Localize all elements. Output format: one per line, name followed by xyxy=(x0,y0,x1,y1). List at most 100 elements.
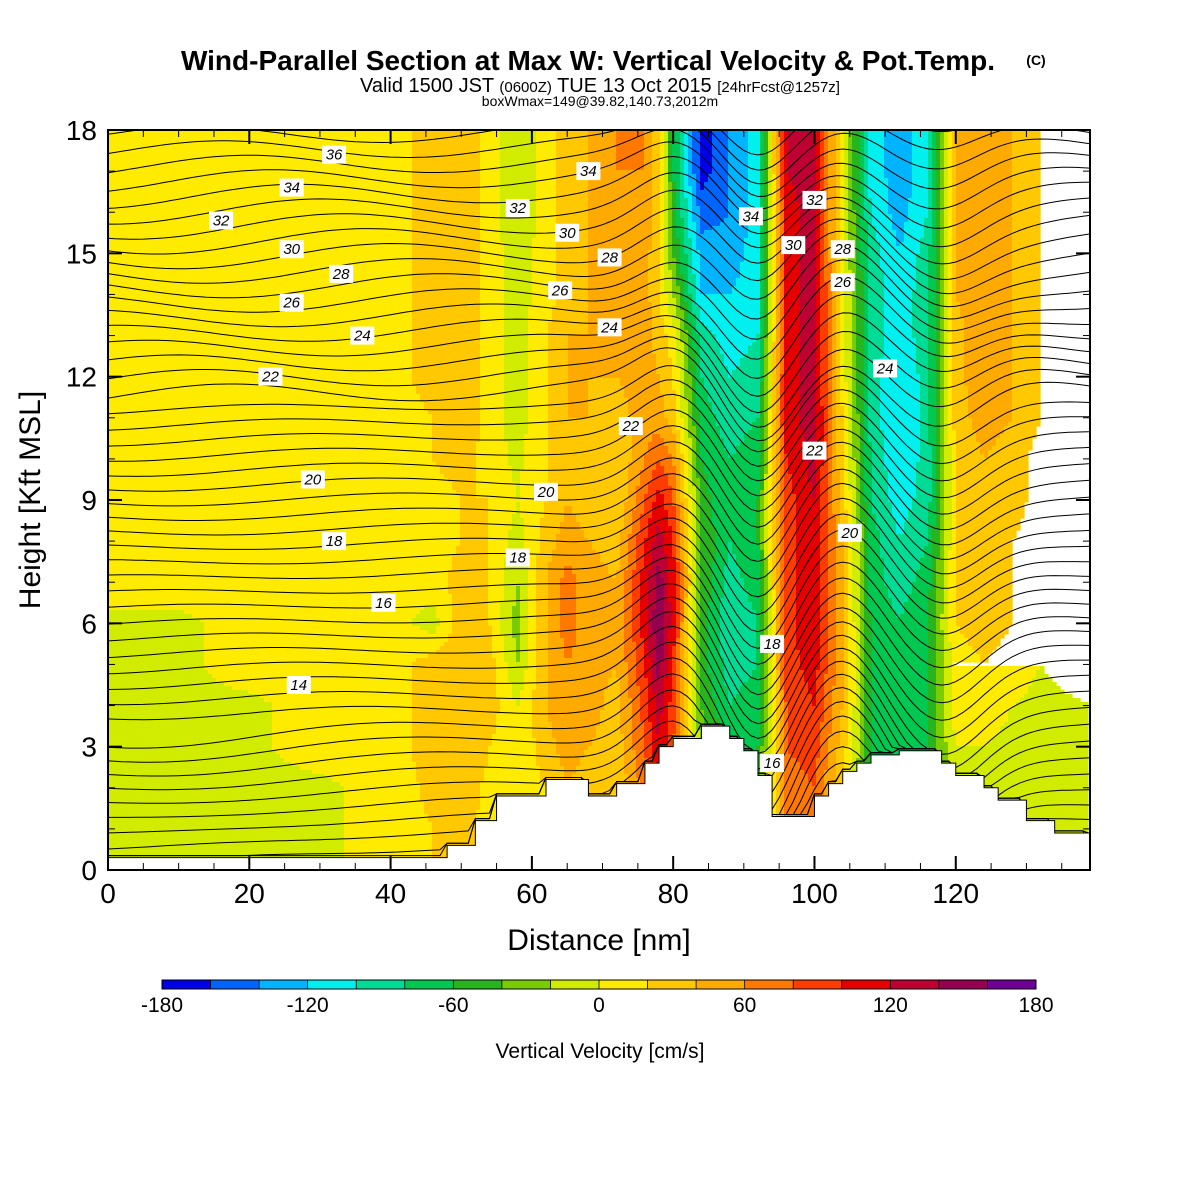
w-field-cell xyxy=(684,474,689,479)
w-field-cell xyxy=(652,318,665,323)
w-field-cell xyxy=(588,410,629,415)
w-field-cell xyxy=(724,358,741,363)
w-field-cell xyxy=(676,398,681,403)
w-field-cell xyxy=(936,450,941,455)
w-field-cell xyxy=(760,506,765,511)
w-field-cell xyxy=(956,222,1013,227)
w-field-cell xyxy=(940,142,945,147)
w-field-cell xyxy=(936,198,941,203)
w-field-cell xyxy=(780,174,785,179)
w-field-cell xyxy=(840,386,849,391)
w-field-cell xyxy=(944,154,949,159)
w-field-cell xyxy=(692,310,701,315)
w-field-cell xyxy=(772,430,777,435)
w-field-cell xyxy=(828,210,837,215)
w-field-cell xyxy=(944,282,949,287)
w-field-cell xyxy=(504,254,533,259)
w-field-cell xyxy=(764,418,769,423)
w-field-cell xyxy=(632,438,653,443)
w-field-cell xyxy=(108,154,413,159)
w-field-cell xyxy=(860,134,865,139)
w-field-cell xyxy=(828,258,837,263)
w-field-cell xyxy=(676,482,681,487)
w-field-cell xyxy=(836,394,841,399)
w-field-cell xyxy=(944,338,949,343)
w-field-cell xyxy=(692,410,701,415)
w-field-cell xyxy=(844,290,853,295)
w-field-cell xyxy=(840,270,845,275)
w-field-cell xyxy=(868,342,885,347)
w-field-cell xyxy=(776,310,781,315)
w-field-cell xyxy=(932,146,937,151)
w-field-cell xyxy=(816,158,821,163)
w-field-cell xyxy=(688,538,693,543)
w-field-cell xyxy=(868,290,885,295)
w-field-cell xyxy=(932,470,937,475)
w-field-cell xyxy=(764,298,769,303)
w-field-cell xyxy=(864,454,873,459)
w-field-cell xyxy=(480,418,505,423)
w-field-cell xyxy=(672,222,677,227)
w-field-cell xyxy=(500,218,537,223)
w-field-cell xyxy=(824,254,829,259)
w-field-cell xyxy=(628,498,637,503)
w-field-cell xyxy=(772,258,777,263)
w-field-cell xyxy=(868,158,885,163)
w-field-cell xyxy=(948,406,953,411)
w-field-cell xyxy=(860,538,865,543)
w-field-cell xyxy=(536,206,557,211)
w-field-cell xyxy=(860,502,869,507)
w-field-cell xyxy=(780,134,785,139)
w-field-cell xyxy=(940,302,945,307)
w-field-cell xyxy=(836,366,841,371)
w-field-cell xyxy=(768,406,773,411)
w-field-cell xyxy=(816,494,821,499)
w-field-cell xyxy=(928,534,933,539)
w-field-cell xyxy=(936,234,941,239)
w-field-cell xyxy=(860,198,865,203)
w-field-cell xyxy=(956,530,1017,535)
w-field-cell xyxy=(856,462,861,467)
w-field-cell xyxy=(848,462,857,467)
w-field-cell xyxy=(736,366,761,371)
w-field-cell xyxy=(488,550,509,555)
w-field-cell xyxy=(820,374,829,379)
w-field-cell xyxy=(660,222,665,227)
w-field-cell xyxy=(668,350,677,355)
w-field-cell xyxy=(932,234,937,239)
w-field-cell xyxy=(672,182,677,187)
w-field-cell xyxy=(828,346,833,351)
w-field-cell xyxy=(952,222,957,227)
w-field-cell xyxy=(556,218,589,223)
w-field-cell xyxy=(476,470,513,475)
w-field-cell xyxy=(828,394,833,399)
w-field-cell xyxy=(732,454,761,459)
w-field-cell xyxy=(764,302,769,307)
w-field-cell xyxy=(836,158,841,163)
w-field-cell xyxy=(936,238,941,243)
w-field-cell xyxy=(948,230,953,235)
w-field-cell xyxy=(936,250,941,255)
w-field-cell xyxy=(668,310,677,315)
w-field-cell xyxy=(768,230,773,235)
w-field-cell xyxy=(952,378,965,383)
w-field-cell xyxy=(1012,406,1041,411)
w-field-cell xyxy=(556,214,589,219)
w-field-cell xyxy=(768,206,773,211)
w-field-cell xyxy=(696,198,729,203)
w-field-cell xyxy=(868,410,881,415)
w-field-cell xyxy=(848,450,853,455)
w-field-cell xyxy=(952,506,957,511)
w-field-cell xyxy=(784,542,797,547)
w-field-cell xyxy=(108,538,461,543)
w-field-cell xyxy=(776,454,781,459)
w-field-cell xyxy=(412,334,481,339)
w-field-cell xyxy=(816,414,825,419)
w-field-cell xyxy=(872,202,889,207)
w-field-cell xyxy=(692,338,701,343)
w-field-cell xyxy=(956,462,1029,467)
w-field-cell xyxy=(768,162,773,167)
w-field-cell xyxy=(856,390,865,395)
w-field-cell xyxy=(460,534,489,539)
w-field-cell xyxy=(936,374,941,379)
